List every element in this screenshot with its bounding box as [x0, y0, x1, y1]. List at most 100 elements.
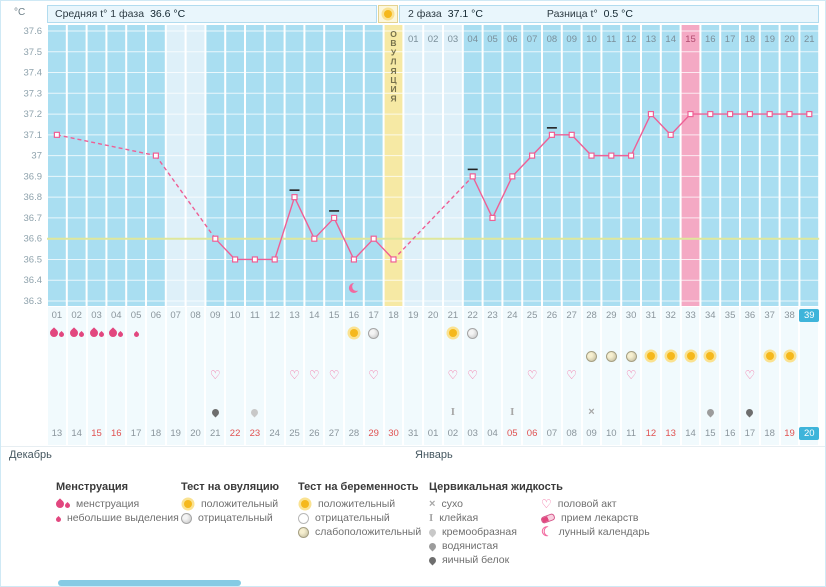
horizontal-scrollbar-thumb[interactable] — [58, 580, 241, 586]
cycle-day-number[interactable]: 01 — [51, 310, 63, 321]
day-column-30[interactable] — [622, 25, 640, 306]
day-column-18[interactable] — [384, 25, 403, 306]
cycle-day-number[interactable]: 10 — [229, 310, 241, 321]
cycle-day-number[interactable]: 07 — [170, 310, 181, 321]
temperature-point[interactable] — [350, 256, 357, 263]
day-column-39[interactable] — [800, 25, 819, 306]
cycle-day-number[interactable]: 06 — [150, 310, 162, 321]
calendar-date[interactable]: 16 — [111, 428, 122, 439]
calendar-date[interactable]: 03 — [467, 428, 478, 439]
temperature-point[interactable] — [251, 256, 258, 263]
cycle-day-number[interactable]: 17 — [368, 310, 379, 321]
cycle-day-number[interactable]: 39 — [799, 309, 820, 322]
temperature-point[interactable] — [528, 152, 536, 159]
day-column-3[interactable] — [87, 25, 106, 306]
calendar-date[interactable]: 05 — [507, 428, 518, 439]
day-column-4[interactable] — [107, 25, 126, 306]
day-column-32[interactable] — [661, 25, 680, 306]
day-column-24[interactable] — [503, 25, 522, 306]
temperature-point[interactable] — [746, 110, 754, 118]
calendar-date[interactable]: 26 — [309, 428, 320, 439]
cycle-day-number[interactable]: 15 — [328, 310, 340, 321]
calendar-date[interactable]: 17 — [130, 428, 142, 439]
cycle-day-number[interactable]: 30 — [625, 310, 637, 321]
calendar-date[interactable]: 21 — [210, 428, 221, 439]
temperature-point[interactable] — [726, 110, 734, 118]
cycle-day-number[interactable]: 26 — [546, 310, 558, 321]
cycle-day-number[interactable]: 35 — [724, 310, 736, 321]
day-column-27[interactable] — [562, 25, 581, 306]
day-column-8[interactable] — [186, 25, 205, 306]
day-column-10[interactable] — [226, 25, 244, 306]
calendar-date[interactable]: 19 — [784, 428, 795, 439]
cycle-day-number[interactable]: 21 — [447, 310, 459, 321]
cycle-day-number[interactable]: 11 — [249, 310, 260, 321]
calendar-date[interactable]: 29 — [368, 428, 379, 439]
day-column-25[interactable] — [523, 25, 541, 306]
day-column-16[interactable] — [345, 25, 363, 306]
cycle-day-number[interactable]: 34 — [705, 310, 716, 321]
temperature-point[interactable] — [766, 110, 773, 118]
day-column-5[interactable] — [127, 25, 145, 306]
cycle-day-number[interactable]: 14 — [309, 310, 320, 321]
calendar-date[interactable]: 02 — [447, 428, 459, 439]
calendar-date[interactable]: 12 — [645, 428, 657, 439]
cycle-day-number[interactable]: 38 — [784, 310, 795, 321]
calendar-date[interactable]: 14 — [71, 428, 82, 439]
calendar-date[interactable]: 13 — [51, 428, 63, 439]
calendar-date[interactable]: 17 — [744, 428, 756, 439]
day-column-36[interactable] — [741, 25, 759, 306]
calendar-date[interactable]: 13 — [665, 428, 676, 439]
calendar-date[interactable]: 23 — [249, 428, 261, 439]
calendar-date[interactable]: 20 — [799, 427, 820, 440]
calendar-date[interactable]: 18 — [764, 428, 775, 439]
temperature-point[interactable] — [311, 235, 318, 242]
calendar-date[interactable]: 16 — [724, 428, 736, 439]
temperature-point[interactable] — [152, 152, 159, 159]
calendar-date[interactable]: 27 — [328, 428, 340, 439]
temperature-point[interactable] — [806, 110, 813, 118]
temperature-point[interactable] — [469, 173, 476, 180]
day-column-2[interactable] — [67, 25, 86, 306]
cycle-day-number[interactable]: 24 — [507, 310, 518, 321]
calendar-date[interactable]: 14 — [685, 428, 696, 439]
calendar-date[interactable]: 22 — [229, 428, 241, 439]
cycle-day-number[interactable]: 19 — [408, 310, 419, 321]
calendar-date[interactable]: 20 — [190, 428, 201, 439]
day-column-14[interactable] — [305, 25, 324, 306]
day-column-35[interactable] — [721, 25, 739, 306]
calendar-date[interactable]: 28 — [348, 428, 360, 439]
day-column-1[interactable] — [48, 25, 66, 306]
temperature-point[interactable] — [568, 131, 575, 138]
day-column-11[interactable] — [246, 25, 264, 306]
calendar-date[interactable]: 06 — [526, 428, 538, 439]
cycle-day-number[interactable]: 23 — [487, 310, 498, 321]
cycle-day-number[interactable]: 13 — [289, 310, 300, 321]
cycle-day-number[interactable]: 02 — [71, 310, 82, 321]
calendar-date[interactable]: 04 — [487, 428, 498, 439]
temperature-point[interactable] — [588, 152, 595, 159]
calendar-date[interactable]: 09 — [586, 428, 597, 439]
day-column-21[interactable] — [444, 25, 462, 306]
calendar-date[interactable]: 08 — [566, 428, 577, 439]
day-column-31[interactable] — [642, 25, 660, 306]
cycle-day-number[interactable]: 29 — [606, 310, 617, 321]
cycle-day-number[interactable]: 20 — [427, 310, 439, 321]
calendar-date[interactable]: 25 — [289, 428, 300, 439]
calendar-date[interactable]: 19 — [170, 428, 181, 439]
temperature-point[interactable] — [647, 110, 655, 118]
day-column-23[interactable] — [483, 25, 502, 306]
day-column-17[interactable] — [364, 25, 383, 306]
calendar-date[interactable]: 07 — [546, 428, 558, 439]
temperature-point[interactable] — [608, 152, 615, 159]
day-column-12[interactable] — [265, 25, 284, 306]
temperature-point[interactable] — [687, 110, 694, 118]
calendar-date[interactable]: 24 — [269, 428, 280, 439]
cycle-day-number[interactable]: 37 — [764, 310, 775, 321]
cycle-day-number[interactable]: 09 — [210, 310, 221, 321]
cycle-day-number[interactable]: 18 — [388, 310, 399, 321]
day-column-9[interactable] — [206, 25, 225, 306]
day-column-20[interactable] — [424, 25, 442, 306]
day-column-38[interactable] — [780, 25, 799, 306]
day-column-33[interactable] — [681, 25, 700, 306]
